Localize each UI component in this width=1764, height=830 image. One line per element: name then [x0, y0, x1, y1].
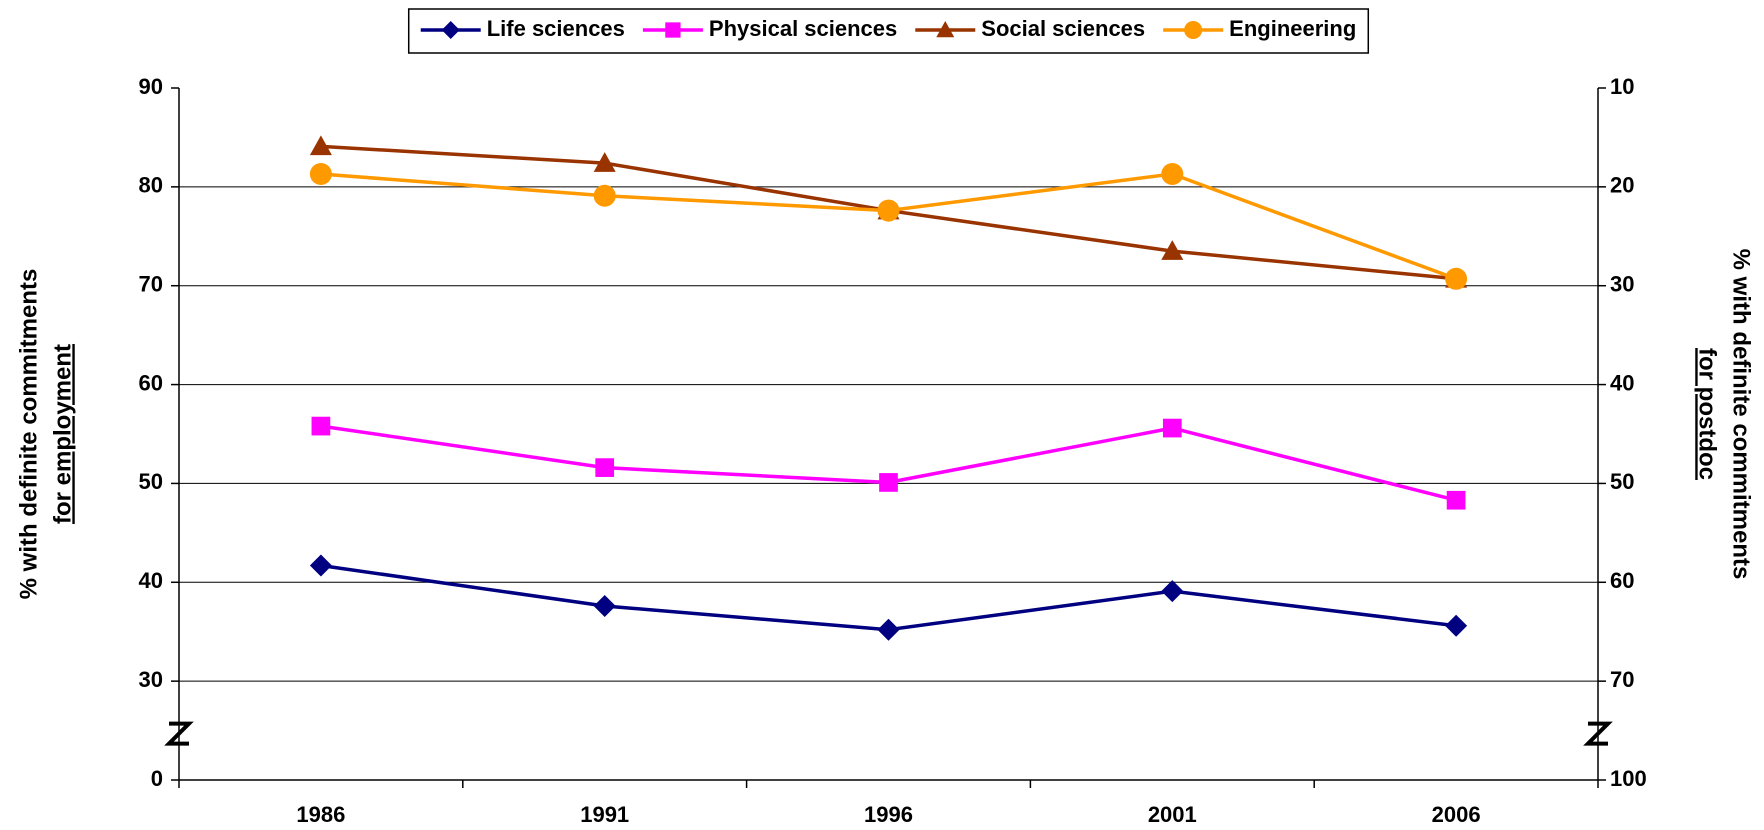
point	[1445, 614, 1468, 637]
point	[1445, 267, 1468, 290]
point	[877, 618, 900, 641]
point	[1161, 163, 1184, 186]
point	[1161, 580, 1184, 603]
legend-marker	[936, 21, 955, 38]
axis-break	[1583, 721, 1613, 746]
point	[311, 416, 331, 436]
point	[593, 595, 616, 618]
x-tick-label: 2001	[1148, 802, 1197, 827]
point	[593, 152, 616, 172]
point	[309, 135, 332, 156]
point	[1162, 418, 1182, 438]
y2-tick-label: 60	[1610, 568, 1634, 593]
y2-tick-label: 10	[1610, 74, 1634, 99]
legend: Life sciences Physical sciences Social sci…	[407, 8, 1370, 54]
y2-axis-title: for postdoc	[1694, 348, 1721, 480]
y-axis-title: for employment	[49, 344, 76, 524]
y-tick-label: 0	[151, 766, 163, 791]
point	[595, 458, 615, 477]
point	[1161, 240, 1184, 260]
legend-label: Physical sciences	[709, 16, 897, 41]
y2-tick-label: 30	[1610, 272, 1634, 297]
point	[879, 473, 898, 492]
x-tick-label: 1986	[296, 802, 345, 827]
y2-tick-label: 100	[1610, 766, 1647, 791]
legend-marker	[1184, 21, 1203, 39]
legend-marker	[441, 21, 460, 39]
point	[309, 554, 332, 577]
y-tick-label: 70	[139, 272, 163, 297]
y-tick-label: 90	[139, 74, 163, 99]
y-tick-label: 60	[139, 370, 163, 395]
y2-tick-label: 70	[1610, 667, 1634, 692]
axis-break	[164, 721, 194, 746]
y-tick-label: 40	[139, 568, 163, 593]
y2-tick-label: 20	[1610, 173, 1634, 198]
y-axis-title: % with definite commitments	[15, 269, 42, 600]
y-tick-label: 50	[139, 469, 163, 494]
point	[593, 184, 616, 207]
point	[877, 199, 900, 222]
x-tick-label: 1991	[580, 802, 629, 827]
x-tick-label: 2006	[1432, 802, 1481, 827]
point	[1446, 490, 1466, 510]
legend-label: Social sciences	[981, 16, 1145, 41]
y-tick-label: 80	[139, 173, 163, 198]
x-tick-label: 1996	[864, 802, 913, 827]
point	[309, 163, 332, 186]
legend-label: Engineering	[1229, 16, 1356, 41]
y-tick-label: 30	[139, 667, 163, 692]
y2-axis-title: % with definite commitments	[1728, 249, 1755, 580]
legend-marker	[665, 22, 681, 38]
legend-label: Life sciences	[487, 16, 625, 41]
y2-tick-label: 50	[1610, 469, 1634, 494]
y2-tick-label: 40	[1610, 370, 1634, 395]
